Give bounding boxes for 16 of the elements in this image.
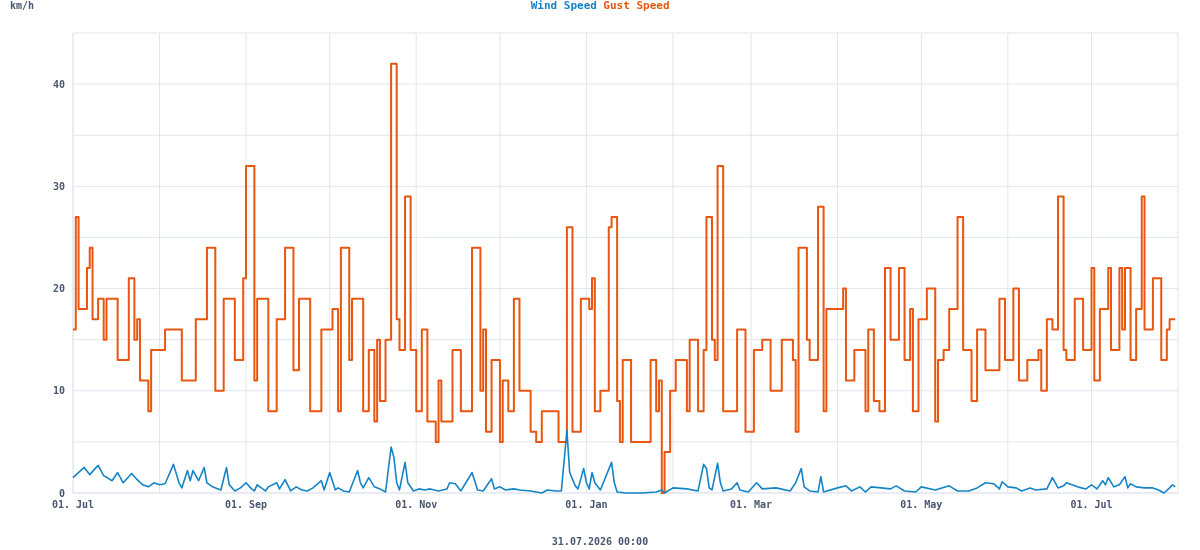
- x-tick-label: 01. Sep: [224, 499, 268, 510]
- x-tick-label: 01. Jul: [51, 499, 95, 510]
- y-tick-label: 0: [58, 487, 65, 499]
- y-tick-label: 40: [52, 78, 65, 90]
- y-axis-title: km/h: [10, 0, 35, 11]
- x-tick-label: 01. Nov: [395, 499, 438, 510]
- x-tick-label: 01. May: [900, 499, 943, 510]
- text: Gust Speed: [603, 0, 670, 12]
- x-tick-label: 01. Jul: [1070, 499, 1113, 510]
- y-tick-label: 10: [52, 385, 65, 397]
- y-tick-label: 20: [52, 283, 65, 295]
- text: 31.07.2026 00:00: [551, 536, 649, 547]
- y-tick-label: 30: [52, 180, 65, 192]
- x-tick-label: 01. Mar: [729, 499, 773, 510]
- text: Wind Speed: [530, 0, 597, 12]
- x-tick-label: 01. Jan: [565, 499, 608, 510]
